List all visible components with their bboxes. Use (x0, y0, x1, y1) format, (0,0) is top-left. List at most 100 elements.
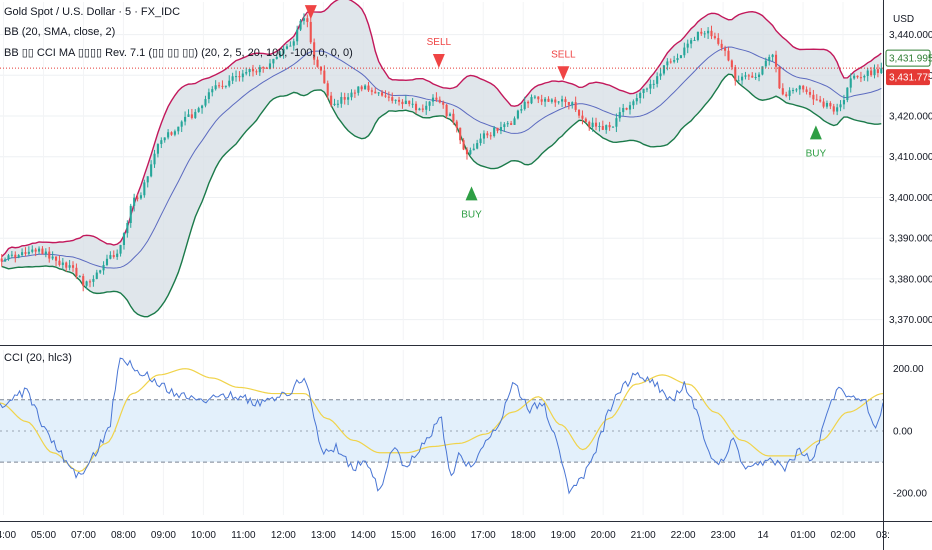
currency-label: USD (893, 14, 914, 25)
candle (251, 64, 255, 77)
candle-body (146, 176, 149, 183)
candle (48, 246, 51, 263)
bb-fill (1, 0, 882, 317)
candle (296, 25, 299, 46)
candle (442, 100, 445, 109)
candle (499, 121, 502, 135)
candle (577, 109, 581, 119)
candle-body (289, 45, 292, 47)
candle-body (251, 69, 255, 72)
candle (812, 89, 815, 106)
candle-body (537, 96, 540, 100)
candle-body (384, 95, 387, 97)
candle-body (136, 197, 139, 199)
candle-body (476, 143, 479, 149)
candle (333, 98, 336, 107)
candle (628, 101, 632, 115)
candle-body (686, 43, 689, 48)
candle-body (825, 103, 829, 107)
candle-body (662, 65, 666, 74)
candle-body (520, 109, 523, 111)
bb-legend[interactable]: BB (20, SMA, close, 2) (4, 26, 115, 38)
candle (710, 25, 713, 40)
candle-body (632, 101, 635, 106)
candle (68, 259, 71, 271)
candle (873, 64, 876, 79)
candle-body (880, 68, 883, 73)
candle (394, 99, 397, 104)
candle-body (469, 150, 472, 155)
candle-body (757, 74, 761, 77)
candle-body (554, 99, 557, 103)
price-tick-label: 3,410.000 (889, 152, 932, 163)
candle (150, 160, 153, 178)
candle (136, 194, 139, 202)
candle-body (594, 122, 598, 127)
candle-body (506, 123, 509, 125)
candle-body (455, 121, 458, 128)
candle-body (408, 100, 411, 104)
candle-body (462, 140, 465, 150)
candle (462, 138, 465, 151)
candle (58, 255, 61, 267)
candle-body (673, 60, 676, 62)
candle-body (262, 67, 265, 69)
candle-body (676, 58, 679, 61)
candle (625, 107, 628, 111)
candle (374, 87, 377, 94)
candle (768, 54, 771, 66)
candle-body (112, 255, 115, 257)
candle (489, 132, 492, 140)
candle (248, 68, 251, 77)
candle-body (639, 92, 642, 99)
candle-body (330, 95, 333, 105)
candle-body (336, 103, 339, 105)
candle-body (574, 102, 577, 110)
candle-body (374, 91, 377, 94)
candle (662, 65, 666, 76)
candle-body (364, 85, 367, 90)
candle-body (99, 270, 102, 273)
candle-body (4, 259, 7, 262)
time-tick-label: 07:00 (71, 530, 96, 541)
candle (319, 65, 322, 75)
candle (564, 96, 567, 108)
sell-signal-marker (304, 5, 317, 20)
candle (61, 258, 64, 270)
symbol-legend[interactable]: Gold Spot / U.S. Dollar · 5 · FX_IDC (4, 6, 180, 18)
candle-body (272, 58, 275, 64)
candle-body (771, 54, 774, 58)
candle (819, 95, 822, 103)
candle (832, 103, 835, 115)
candle-body (533, 96, 536, 98)
candle-body (819, 99, 822, 102)
price-axis[interactable]: USD3,440.0003,430.0003,420.0003,410.0003… (885, 14, 932, 500)
candle (656, 72, 659, 88)
candle-body (839, 104, 842, 108)
candle-body (523, 101, 526, 110)
candle (211, 86, 214, 97)
candle (785, 91, 788, 98)
custom-indicator-legend[interactable]: BB ▯▯ CCI MA ▯▯▯▯ Rev. 7.1 (▯▯ ▯▯ ▯▯) (2… (4, 46, 353, 59)
candle (856, 75, 859, 79)
candle (774, 50, 778, 73)
cci-legend[interactable]: CCI (20, hlc3) (4, 352, 72, 364)
candle (764, 57, 767, 68)
candle-body (866, 70, 869, 77)
candle (156, 143, 159, 158)
candle (472, 143, 475, 151)
candle-body (68, 265, 71, 268)
candle (530, 94, 533, 105)
candle (448, 112, 452, 117)
candle-body (177, 126, 180, 132)
candle-body (459, 127, 462, 141)
candle-body (0, 258, 3, 262)
time-axis[interactable]: 04:00 05:00 07:00 08:00 09:00 10:00 11:00 12:00… (0, 530, 890, 541)
candle-body (248, 69, 251, 73)
cci-line (0, 357, 884, 495)
time-tick-label: 16:00 (431, 530, 456, 541)
candle (340, 92, 343, 108)
candle-body (228, 80, 231, 86)
